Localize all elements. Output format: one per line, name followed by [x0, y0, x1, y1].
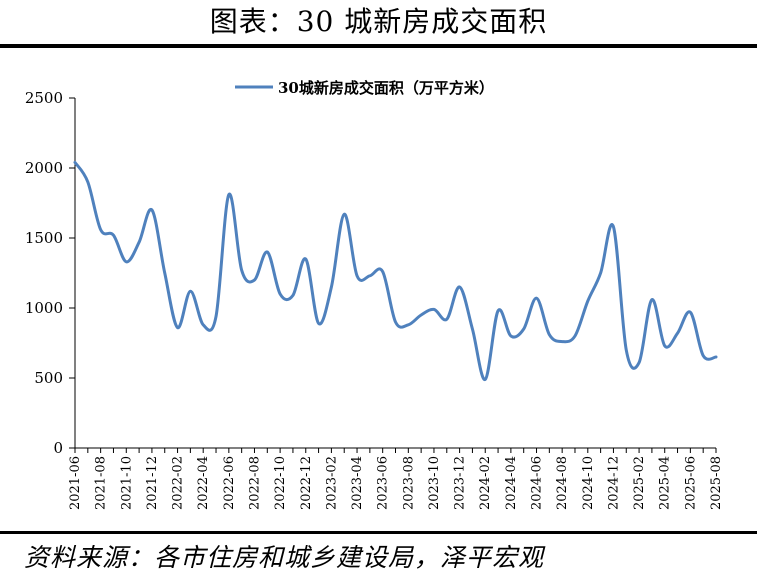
data-point	[381, 270, 384, 273]
data-point	[176, 326, 179, 329]
data-point	[356, 274, 359, 277]
data-point	[445, 318, 448, 321]
x-tick-label: 2025-06	[683, 456, 698, 510]
data-point	[266, 251, 269, 254]
data-point	[471, 328, 474, 331]
data-point	[74, 161, 77, 164]
legend-label: 30城新房成交面积（万平方米）	[278, 79, 494, 97]
y-tick-label: 0	[53, 439, 63, 457]
x-tick-label: 2023-10	[427, 456, 442, 510]
x-tick-label: 2022-08	[247, 456, 262, 510]
data-point	[240, 269, 243, 272]
x-tick-label: 2023-08	[401, 456, 416, 510]
data-point	[586, 300, 589, 303]
data-point	[676, 332, 679, 335]
x-tick-label: 2024-08	[555, 456, 570, 510]
x-tick-label: 2022-12	[299, 456, 314, 510]
x-tick-label: 2021-10	[119, 456, 134, 510]
data-point	[638, 361, 641, 364]
y-tick-label: 500	[34, 369, 63, 387]
data-point	[112, 234, 115, 237]
data-point	[189, 290, 192, 293]
data-point	[86, 181, 89, 184]
data-point	[650, 298, 653, 301]
data-point	[561, 340, 564, 343]
data-point	[458, 286, 461, 289]
data-point	[663, 344, 666, 347]
x-tick-label: 2022-04	[196, 456, 211, 510]
x-tick-label: 2022-10	[273, 456, 288, 510]
data-point	[99, 228, 102, 231]
top-rule	[0, 44, 757, 48]
series-group	[73, 160, 718, 381]
data-point	[573, 335, 576, 338]
data-point	[522, 328, 525, 331]
y-tick-label: 1500	[25, 229, 63, 247]
source-note: 资料来源：各市住房和城乡建设局，泽平宏观	[24, 543, 545, 572]
data-point	[279, 293, 282, 296]
data-point	[163, 272, 166, 275]
x-tick-label: 2023-02	[324, 456, 339, 510]
y-tick-label: 1000	[25, 299, 63, 317]
data-point	[407, 323, 410, 326]
data-point	[548, 333, 551, 336]
data-point	[715, 356, 718, 359]
data-point	[317, 322, 320, 325]
data-point	[599, 272, 602, 275]
x-tick-label: 2023-06	[376, 456, 391, 510]
x-tick-label: 2024-10	[581, 456, 596, 510]
x-tick-label: 2023-12	[453, 456, 468, 510]
chart-title: 图表：30 城新房成交面积	[209, 5, 548, 38]
data-point	[202, 323, 205, 326]
data-point	[304, 258, 307, 261]
x-axis: 2021-06 2021-08 2021-10 2021-12 2022-02 2022-…	[68, 447, 724, 510]
data-point	[253, 279, 256, 282]
x-tick-label: 2021-12	[145, 456, 160, 510]
data-point	[394, 321, 397, 324]
x-tick-label: 2024-02	[478, 456, 493, 510]
data-point	[535, 297, 538, 300]
data-point	[612, 225, 615, 228]
y-axis: 0 500 1000 1500 2000 2500	[25, 89, 76, 457]
x-tick-label: 2025-02	[632, 456, 647, 510]
data-point	[497, 309, 500, 312]
data-point	[420, 314, 423, 317]
data-point	[432, 308, 435, 311]
data-point	[227, 193, 230, 196]
data-point	[509, 335, 512, 338]
series-line	[73, 160, 718, 381]
data-point	[215, 315, 218, 318]
data-point	[291, 294, 294, 297]
x-tick-label: 2022-06	[222, 456, 237, 510]
x-tick-label: 2024-04	[504, 456, 519, 510]
data-point	[343, 213, 346, 216]
x-tick-label: 2021-06	[68, 456, 83, 510]
x-tick-label: 2025-04	[658, 456, 673, 510]
data-point	[702, 354, 705, 357]
x-tick-label: 2024-06	[530, 456, 545, 510]
x-tick-label: 2022-02	[171, 456, 186, 510]
x-tick-label: 2024-12	[606, 456, 621, 510]
bottom-rule	[0, 531, 757, 534]
y-tick-label: 2500	[25, 89, 63, 107]
data-point	[689, 311, 692, 314]
x-tick-label: 2025-08	[709, 456, 724, 510]
data-point	[625, 349, 628, 352]
data-point	[150, 209, 153, 212]
x-tick-label: 2021-08	[94, 456, 109, 510]
data-point	[368, 274, 371, 277]
data-point	[125, 260, 128, 263]
data-point	[330, 286, 333, 289]
data-point	[484, 378, 487, 381]
data-point	[138, 241, 141, 244]
x-tick-label: 2023-04	[350, 456, 365, 510]
y-tick-label: 2000	[25, 159, 63, 177]
legend: 30城新房成交面积（万平方米）	[235, 79, 494, 97]
